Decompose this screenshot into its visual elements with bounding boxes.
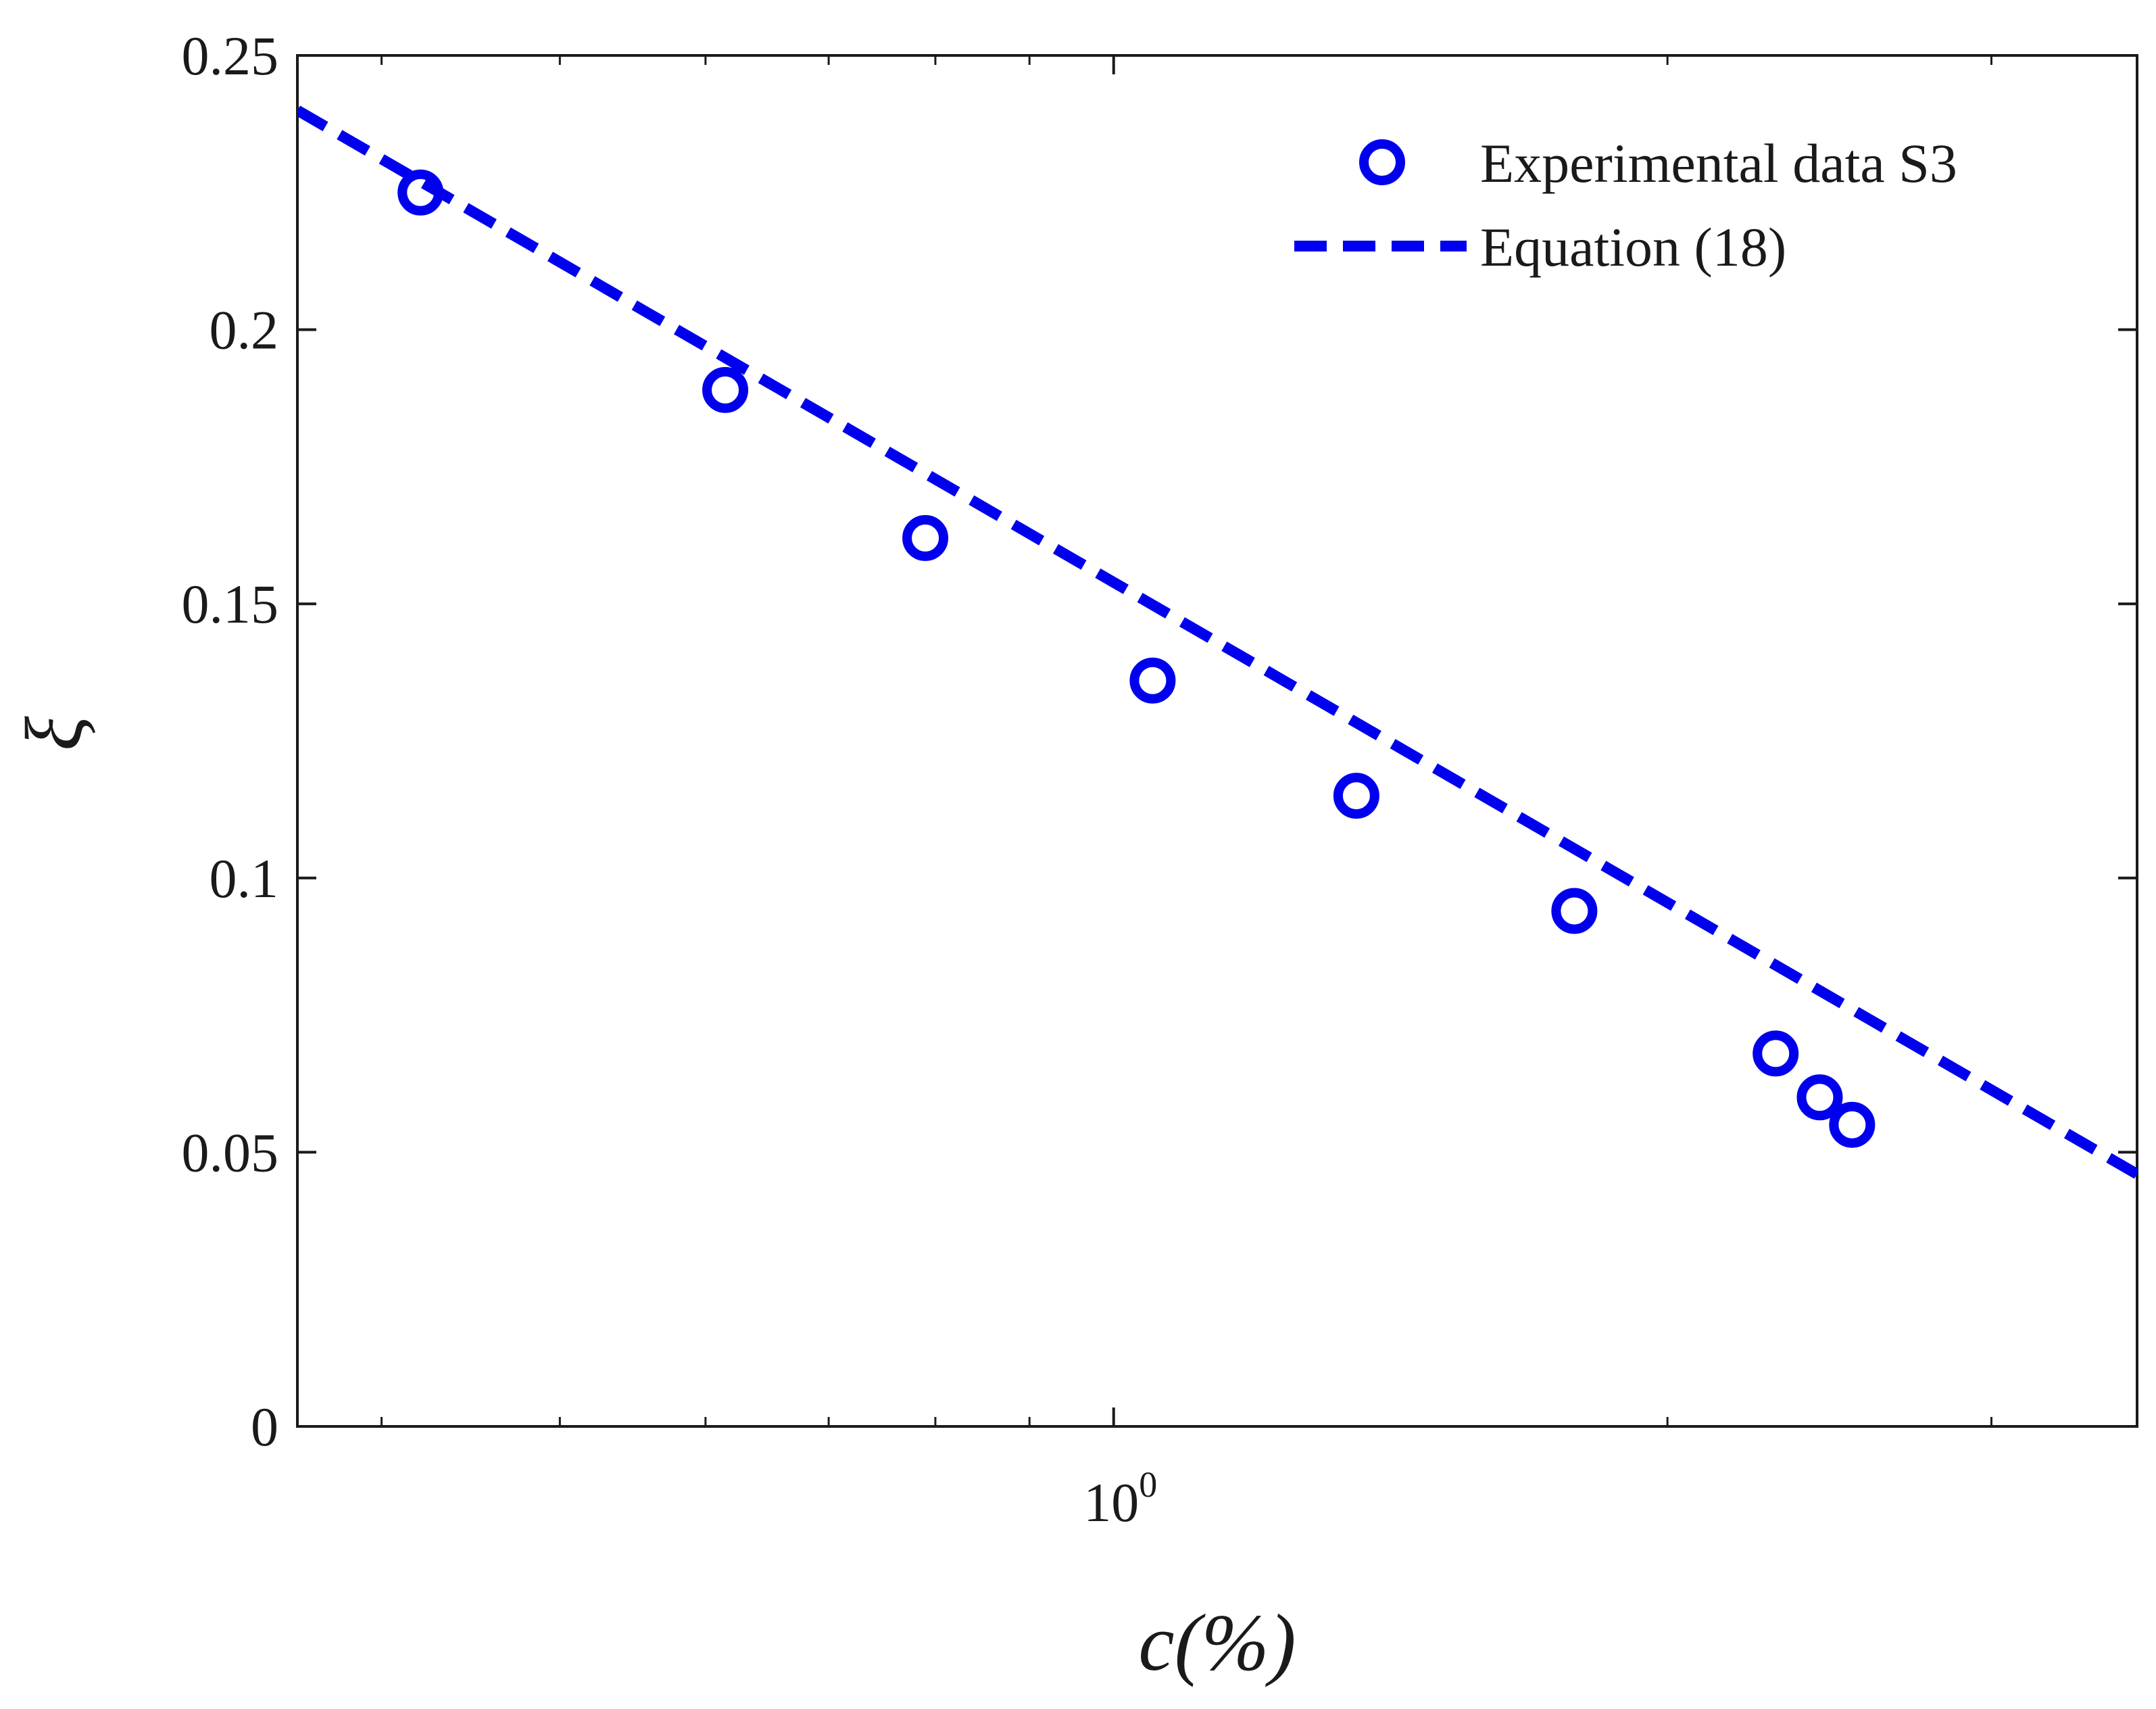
y-axis-title: ξ: [9, 716, 99, 751]
legend-marker-circle: [1359, 139, 1405, 185]
y-tick-label: 0.1: [210, 848, 279, 909]
data-point: [902, 514, 949, 561]
series-equation-18: [297, 105, 2137, 1179]
y-tick-label: 0.05: [182, 1122, 279, 1183]
series-experimental-data: [397, 169, 1876, 1148]
legend-label-experimental: Experimental data S3: [1480, 133, 1957, 194]
data-point: [1829, 1101, 1876, 1148]
data-point: [702, 366, 749, 413]
y-tick-labels: 0 0.05 0.1 0.15 0.2 0.25: [182, 25, 279, 1458]
legend-label-equation: Equation (18): [1480, 216, 1786, 278]
data-point: [1753, 1030, 1799, 1077]
y-tick-label: 0.15: [182, 573, 279, 635]
y-tick-label: 0.25: [182, 25, 279, 87]
y-tick-label: 0.2: [210, 299, 279, 361]
data-point: [397, 169, 444, 216]
axis-ticks: [297, 54, 2137, 1428]
x-tick-labels: 100: [1083, 1464, 1157, 1533]
x-axis-title: c(%): [1138, 1597, 1296, 1687]
x-tick-label: 100: [1083, 1464, 1157, 1533]
y-tick-label: 0: [251, 1396, 278, 1458]
data-point: [1129, 657, 1176, 704]
data-point: [1551, 888, 1598, 934]
data-point: [1333, 773, 1379, 819]
data-point: [1796, 1074, 1843, 1121]
plot-frame: [296, 54, 2138, 1428]
equation-line: [297, 105, 2137, 1179]
legend: Experimental data S3 Equation (18): [1294, 133, 1957, 278]
